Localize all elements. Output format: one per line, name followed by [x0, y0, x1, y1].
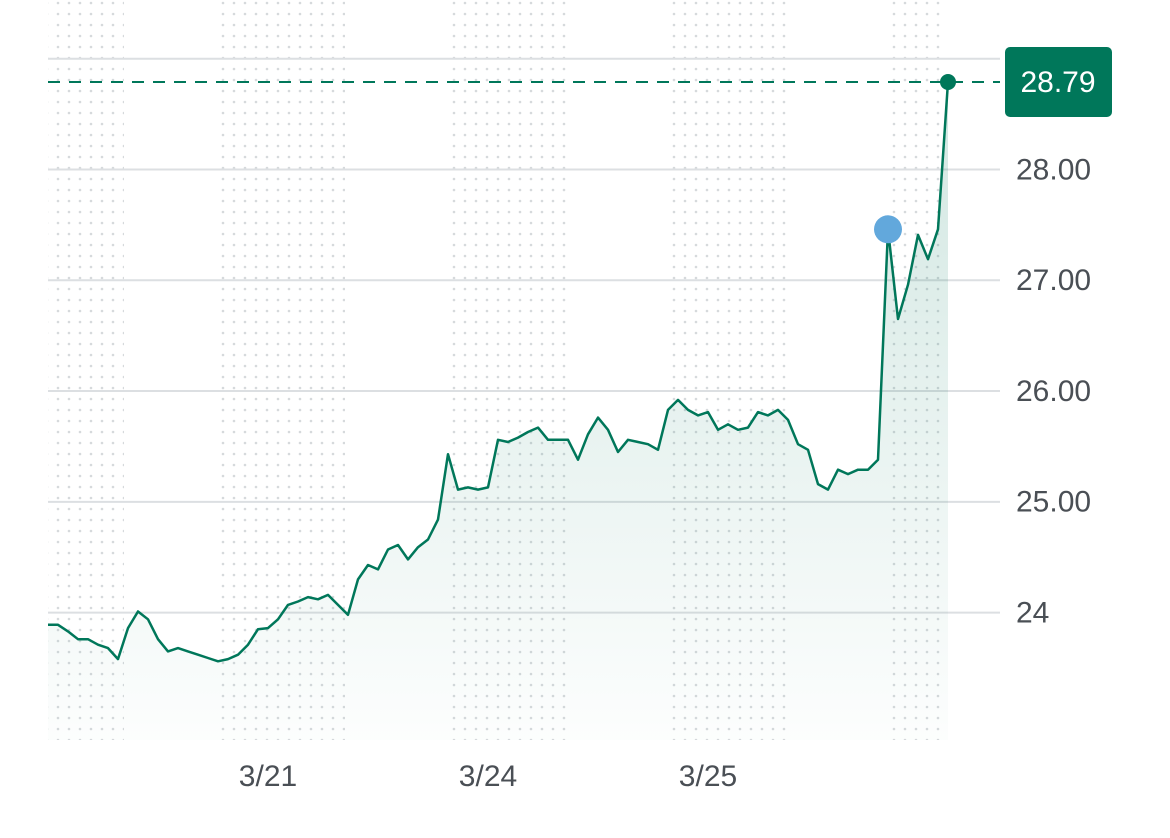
highlight-dot	[874, 215, 902, 244]
last-price-dot	[940, 73, 956, 90]
x-tick-label: 3/24	[459, 760, 517, 793]
price-line	[48, 81, 950, 663]
last-price-badge	[1005, 46, 1112, 117]
area	[48, 82, 948, 740]
x-tick-label: 3/21	[239, 760, 297, 793]
last-price-label: 28.79	[1020, 66, 1095, 99]
y-tick-label: 25.00	[1016, 486, 1091, 519]
y-tick-label: 27.00	[1016, 264, 1091, 297]
x-tick-label: 3/25	[679, 760, 737, 793]
y-tick-label: 26.00	[1016, 375, 1091, 408]
y-tick-label: 28.00	[1016, 153, 1091, 186]
y-tick-label: 24	[1016, 597, 1049, 630]
